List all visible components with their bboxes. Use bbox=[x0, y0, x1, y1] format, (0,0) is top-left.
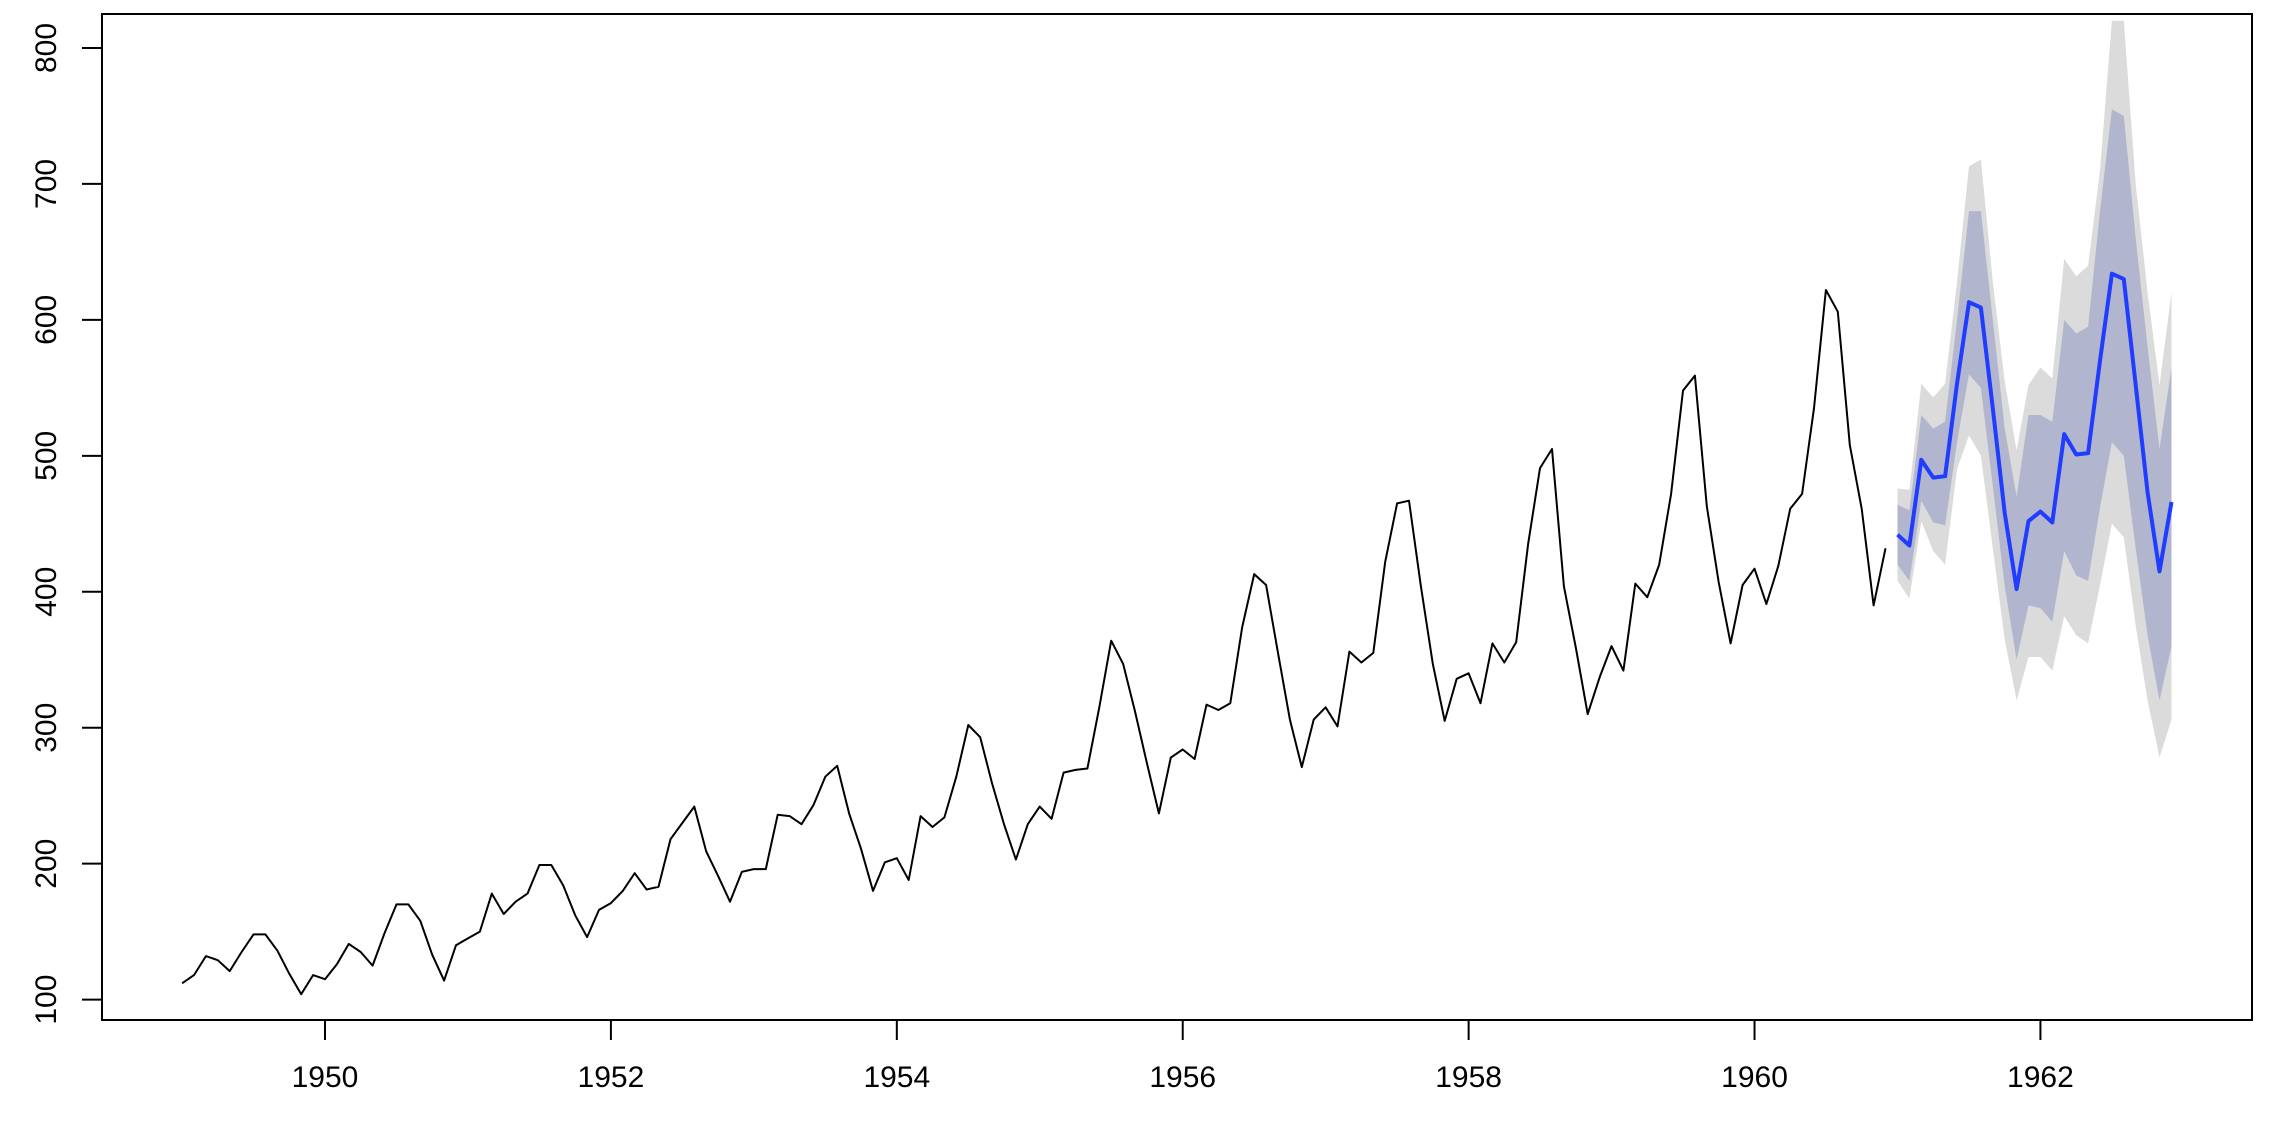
y-tick-label: 200 bbox=[30, 839, 63, 889]
y-tick-label: 400 bbox=[30, 567, 63, 617]
y-tick-label: 600 bbox=[30, 295, 63, 345]
x-tick-label: 1960 bbox=[1721, 1061, 1788, 1094]
x-tick-label: 1958 bbox=[1435, 1061, 1502, 1094]
y-tick-label: 300 bbox=[30, 703, 63, 753]
x-tick-label: 1956 bbox=[1149, 1061, 1216, 1094]
band-80 bbox=[1897, 109, 2172, 701]
prediction-intervals bbox=[1897, 20, 2172, 758]
x-axis: 1950 1952 1954 1956 1958 1960 1962 bbox=[292, 1019, 2074, 1094]
x-tick-label: 1950 bbox=[292, 1061, 359, 1094]
y-tick-label: 100 bbox=[30, 975, 63, 1025]
y-tick-label: 500 bbox=[30, 431, 63, 481]
observed-series-line bbox=[181, 289, 1887, 996]
y-axis: 100 200 300 400 500 600 700 800 bbox=[30, 23, 103, 1025]
y-tick-label: 700 bbox=[30, 159, 63, 209]
forecast-series-line bbox=[1896, 271, 2174, 592]
series-lines bbox=[181, 271, 2174, 996]
y-tick-label: 800 bbox=[30, 23, 63, 73]
x-tick-label: 1952 bbox=[578, 1061, 645, 1094]
x-tick-label: 1962 bbox=[2007, 1061, 2074, 1094]
x-tick-label: 1954 bbox=[863, 1061, 930, 1094]
